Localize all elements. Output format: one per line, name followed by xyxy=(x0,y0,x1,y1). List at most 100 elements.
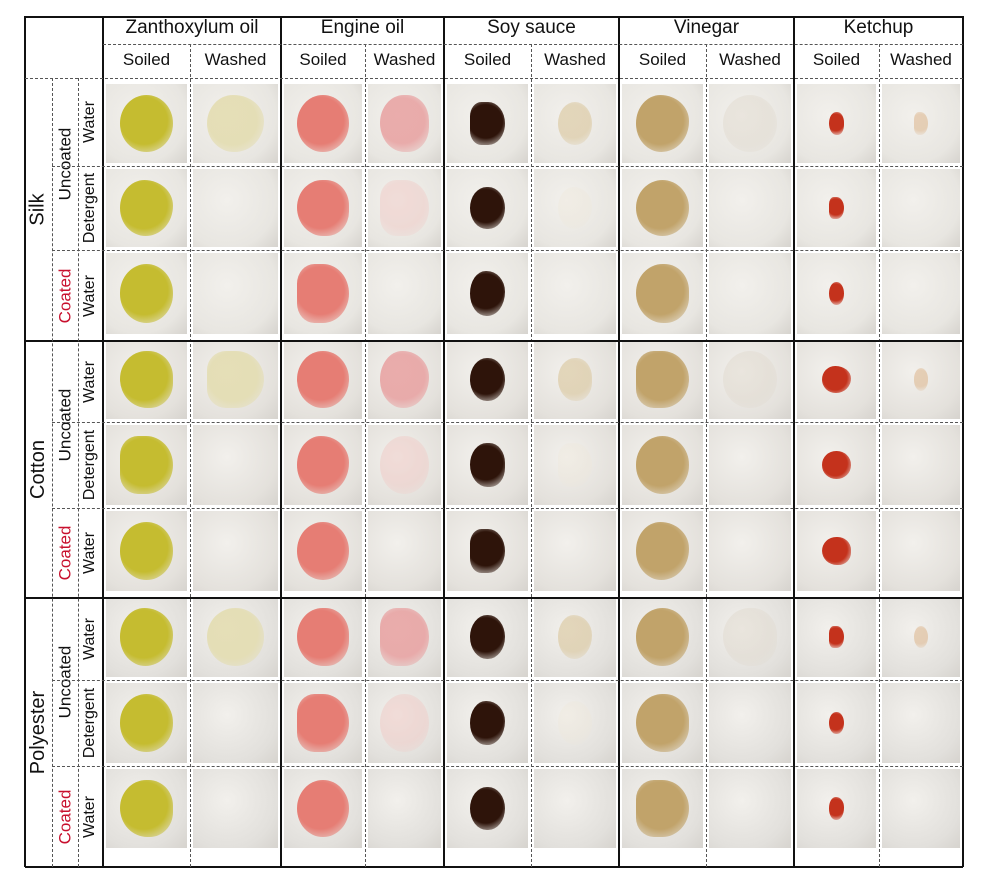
sample-photo xyxy=(106,511,187,591)
stain-spot xyxy=(557,357,593,402)
coating-label-text: Uncoated xyxy=(55,645,74,719)
stain-separator xyxy=(793,16,795,867)
sample-photo xyxy=(797,511,876,591)
sample-photo xyxy=(882,597,960,677)
sample-photo xyxy=(284,425,362,505)
sample-photo xyxy=(797,597,876,677)
coating-label-text: Coated xyxy=(55,525,75,581)
wash-method-label: Water xyxy=(78,508,103,598)
stain-separator xyxy=(618,16,620,867)
stain-header: Vinegar xyxy=(673,17,740,38)
sample-photo xyxy=(622,84,703,163)
wash-method-label: Detergent xyxy=(78,166,103,250)
frame-top xyxy=(25,16,963,18)
wash-method-text: Detergent xyxy=(81,172,99,244)
sample-photo xyxy=(368,597,441,677)
condition-separator xyxy=(531,44,532,867)
row-separator xyxy=(52,680,963,681)
sample-photo xyxy=(447,769,528,848)
sample-photo xyxy=(709,84,791,163)
fabric-background xyxy=(709,253,791,334)
stain-spot xyxy=(470,786,505,831)
sample-photo xyxy=(622,597,703,677)
sample-photo xyxy=(882,511,960,591)
fabric-background xyxy=(882,253,960,334)
stain-spot xyxy=(635,95,690,152)
wash-method-text: Water xyxy=(81,795,99,838)
stain-spot xyxy=(380,179,429,237)
stain-spot xyxy=(380,436,429,494)
sample-photo xyxy=(709,425,791,505)
sample-photo xyxy=(368,425,441,505)
stain-spot xyxy=(829,797,844,820)
stain-spot xyxy=(557,701,593,745)
sample-photo xyxy=(882,769,960,848)
stain-spot xyxy=(635,179,690,237)
wash-method-label: Water xyxy=(78,341,103,422)
fabric-label-text: Polyester xyxy=(27,690,49,775)
condition-header: Washed xyxy=(719,50,781,69)
fabric-background xyxy=(534,425,616,505)
sample-photo xyxy=(447,597,528,677)
condition-header: Soiled xyxy=(122,50,171,69)
fabric-label-text: Silk xyxy=(27,193,50,226)
fabric-background xyxy=(193,425,278,505)
sample-photo xyxy=(447,511,528,591)
sample-photo xyxy=(368,769,441,848)
sample-photo xyxy=(534,769,616,848)
stain-separator xyxy=(443,16,445,867)
stain-spot xyxy=(297,608,349,666)
sample-photo xyxy=(106,769,187,848)
condition-separator xyxy=(706,44,707,867)
sample-photo xyxy=(368,683,441,763)
fabric-background xyxy=(193,253,278,334)
stain-spot xyxy=(119,95,174,152)
stain-spot xyxy=(829,625,844,649)
wash-method-label: Detergent xyxy=(78,680,103,766)
row-separator xyxy=(52,166,963,167)
stain-spot xyxy=(297,179,349,237)
sample-photo xyxy=(882,84,960,163)
sample-photo xyxy=(106,169,187,247)
coating-label-text: Uncoated xyxy=(55,388,74,461)
stain-spot xyxy=(829,197,844,219)
fabric-background xyxy=(709,597,791,677)
stain-spot xyxy=(557,615,593,659)
coating-label-text: Coated xyxy=(55,789,75,844)
sample-photo xyxy=(284,169,362,247)
stain-spot xyxy=(635,608,690,666)
fabric-background xyxy=(534,683,616,763)
wash-method-label: Water xyxy=(78,766,103,867)
stain-spot xyxy=(297,694,349,752)
sample-photo xyxy=(193,769,278,848)
fabric-background xyxy=(193,769,278,848)
stain-spot xyxy=(822,366,851,393)
wash-method-text: Water xyxy=(81,360,99,403)
coating-label: Uncoated xyxy=(52,341,78,508)
sample-photo xyxy=(882,425,960,505)
stain-spot xyxy=(380,694,429,752)
fabric-label: Cotton xyxy=(25,341,52,598)
sample-photo xyxy=(284,683,362,763)
condition-header: Soiled xyxy=(812,50,861,69)
wash-method-text: Detergent xyxy=(81,687,99,759)
condition-header: Washed xyxy=(204,50,267,69)
frame-right xyxy=(962,16,964,867)
stain-spot xyxy=(470,186,505,230)
sample-photo xyxy=(709,769,791,848)
condition-header: Soiled xyxy=(299,50,347,69)
sample-photo xyxy=(106,253,187,334)
stain-spot xyxy=(822,537,851,565)
sample-photo xyxy=(447,169,528,247)
row-separator xyxy=(52,508,963,509)
sample-photo xyxy=(368,253,441,334)
fabric-background xyxy=(882,769,960,848)
sample-photo xyxy=(193,511,278,591)
stain-spot xyxy=(119,179,174,237)
stain-spot xyxy=(470,271,505,316)
sample-photo xyxy=(284,253,362,334)
stain-spot xyxy=(297,522,349,580)
fabric-background xyxy=(709,769,791,848)
condition-separator xyxy=(365,44,366,867)
